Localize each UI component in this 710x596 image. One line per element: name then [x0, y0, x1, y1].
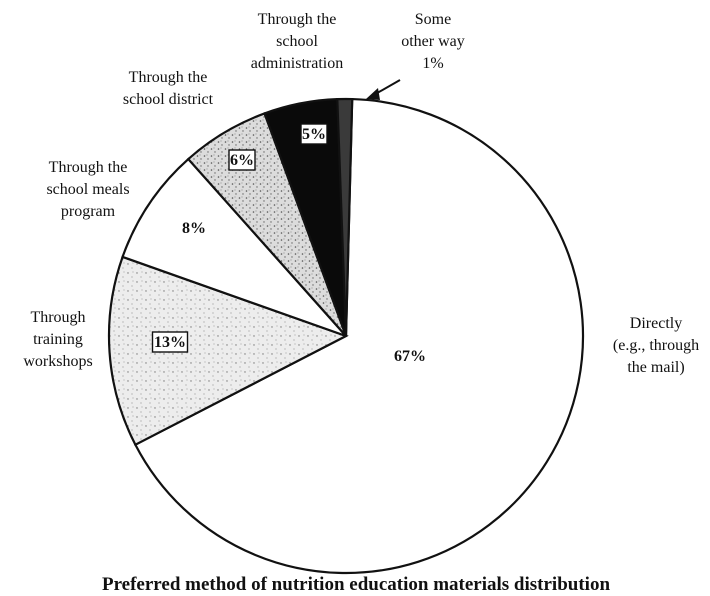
value-label: 6% — [230, 152, 254, 169]
category-label-line: program — [61, 203, 116, 220]
category-label-line: Some — [415, 11, 451, 28]
category-label-line: school meals — [46, 181, 129, 198]
value-label: 13% — [154, 334, 186, 351]
category-label-line: Through the — [49, 159, 128, 176]
value-label-box — [300, 123, 328, 145]
value-label: 8% — [182, 220, 206, 237]
category-label-line: 1% — [422, 55, 443, 72]
category-label-line: Through the — [258, 11, 337, 28]
value-label: 67% — [394, 348, 426, 365]
pie-slice — [107, 255, 349, 447]
pie-slice — [133, 97, 585, 575]
chart-title: Preferred method of nutrition education … — [102, 574, 610, 595]
category-label-line: Through — [30, 309, 85, 326]
value-label-box — [151, 331, 189, 353]
category-label-line: Directly — [630, 315, 682, 332]
category-label-line: other way — [401, 33, 465, 50]
category-label: Through the school district — [123, 69, 214, 108]
value-label-box — [228, 149, 256, 171]
category-label: Some other way 1% — [401, 11, 465, 72]
category-label-line: workshops — [23, 353, 92, 370]
category-label-line: Through the — [129, 69, 208, 86]
category-label-line: (e.g., through — [613, 337, 699, 354]
category-label-line: school district — [123, 91, 214, 108]
value-label: 5% — [302, 126, 326, 143]
category-label: Through training workshops — [23, 309, 92, 370]
category-label-line: the mail) — [627, 359, 684, 376]
category-label-line: school — [276, 33, 318, 50]
category-label-line: training — [33, 331, 83, 348]
leader-arrow-head — [366, 88, 380, 100]
pie-slice — [121, 157, 347, 338]
category-label: Through the school administration — [251, 11, 343, 72]
category-label: Through the school meals program — [46, 159, 129, 220]
category-label-line: administration — [251, 55, 343, 72]
category-label: Directly (e.g., through the mail) — [613, 315, 699, 376]
pie-slice — [336, 97, 354, 337]
